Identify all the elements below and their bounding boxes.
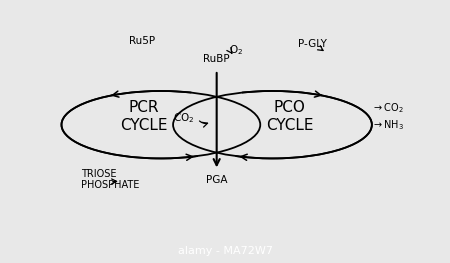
Text: alamy - MA72W7: alamy - MA72W7 xyxy=(177,246,273,256)
Text: $\rightarrow$NH$_3$: $\rightarrow$NH$_3$ xyxy=(372,118,404,132)
Text: P-GLY: P-GLY xyxy=(298,39,327,49)
Text: $\rightarrow$CO$_2$: $\rightarrow$CO$_2$ xyxy=(372,102,404,115)
Text: PCO
CYCLE: PCO CYCLE xyxy=(266,100,314,133)
Text: TRIOSE
PHOSPHATE: TRIOSE PHOSPHATE xyxy=(81,169,139,190)
Text: PCR
CYCLE: PCR CYCLE xyxy=(120,100,167,133)
Text: Ru5P: Ru5P xyxy=(129,36,155,46)
Text: O$_2$: O$_2$ xyxy=(229,43,243,57)
Text: PGA: PGA xyxy=(206,175,227,185)
Text: RuBP: RuBP xyxy=(203,54,230,64)
Text: CO$_2$: CO$_2$ xyxy=(173,111,194,124)
